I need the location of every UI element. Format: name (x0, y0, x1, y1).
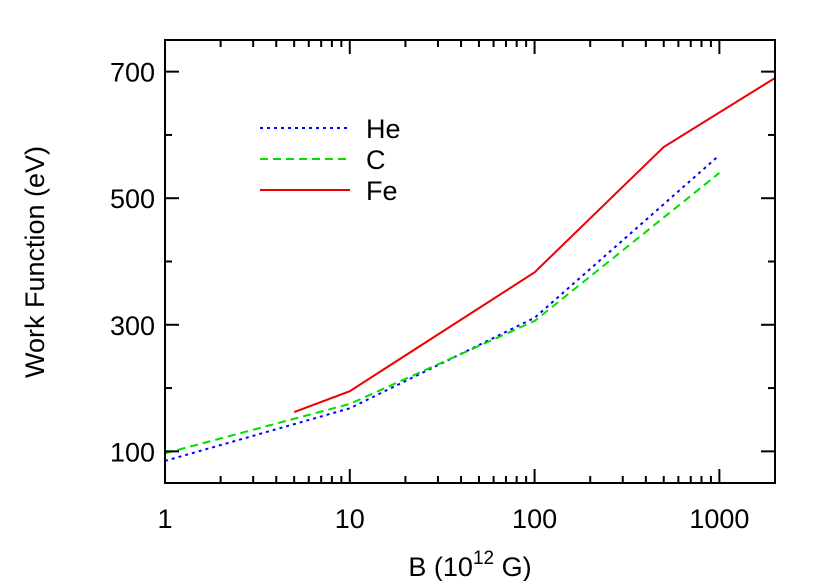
series-line-c (164, 172, 721, 455)
x-tick-label: 100 (512, 504, 557, 534)
y-tick-label: 300 (110, 311, 155, 341)
legend-label-fe: Fe (366, 176, 398, 206)
legend-label-he: He (366, 114, 401, 144)
plot-frame (164, 39, 776, 484)
y-tick-label: 700 (110, 58, 155, 88)
axis-ticks (164, 40, 776, 483)
series-line-fe (293, 77, 776, 414)
tick-labels: 1 10 100 1000 100 300 500 700 (110, 58, 749, 534)
x-tick-label: 10 (335, 504, 365, 534)
x-axis-label-unit: G) (494, 552, 532, 581)
x-tick-label: 1 (157, 504, 172, 534)
x-tick-label: 1000 (689, 504, 749, 534)
plot-lines (164, 77, 776, 462)
y-tick-label: 100 (110, 437, 155, 467)
legend-label-c: C (366, 145, 386, 175)
y-tick-label: 500 (110, 184, 155, 214)
x-axis-label-base: B (10 (408, 552, 473, 581)
x-axis-label: B (1012 G) (408, 548, 531, 581)
series-line-he (164, 154, 721, 462)
x-axis-label-exponent: 12 (473, 548, 494, 569)
y-axis-label: Work Function (eV) (20, 146, 50, 378)
